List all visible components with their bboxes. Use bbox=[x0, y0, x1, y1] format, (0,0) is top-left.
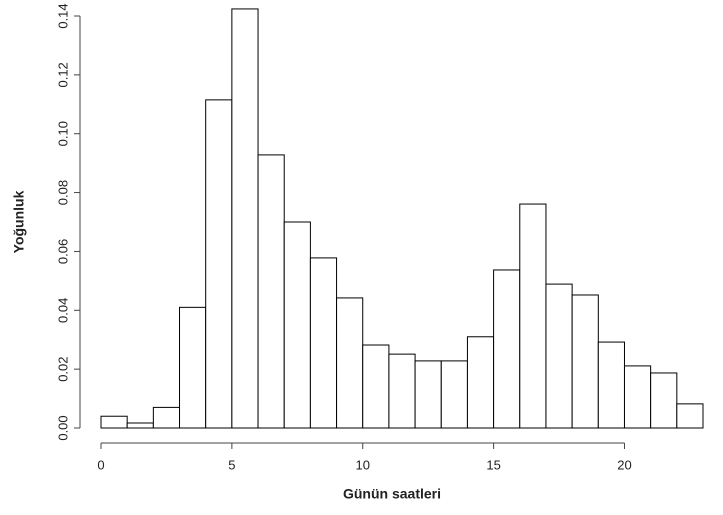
bar bbox=[440, 360, 468, 429]
bar bbox=[283, 221, 311, 429]
bar bbox=[309, 257, 338, 429]
bar bbox=[597, 341, 625, 429]
bar bbox=[257, 154, 285, 429]
bar bbox=[414, 360, 442, 429]
x-tick-label: 10 bbox=[356, 457, 370, 472]
bar bbox=[388, 353, 416, 429]
bar bbox=[362, 344, 390, 429]
y-tick-label: 0.04 bbox=[55, 298, 70, 323]
y-axis-label: Yoğunluk bbox=[11, 190, 27, 253]
y-tick-label: 0.12 bbox=[55, 62, 70, 87]
x-tick-label: 5 bbox=[228, 457, 235, 472]
bar bbox=[519, 203, 547, 429]
y-tick-label: 0.14 bbox=[55, 3, 70, 28]
x-axis-label: Günün saatleri bbox=[343, 486, 441, 502]
bar bbox=[676, 403, 704, 429]
y-tick-label: 0.06 bbox=[55, 239, 70, 264]
x-tick-label: 20 bbox=[617, 457, 631, 472]
bar bbox=[100, 415, 128, 429]
y-tick-label: 0.10 bbox=[55, 121, 70, 146]
y-tick-label: 0.08 bbox=[55, 180, 70, 205]
bar bbox=[571, 294, 599, 429]
bar bbox=[493, 269, 521, 429]
x-tick-label: 15 bbox=[486, 457, 500, 472]
bar bbox=[152, 406, 181, 429]
bar bbox=[336, 297, 364, 429]
bar bbox=[126, 422, 154, 429]
bar bbox=[231, 8, 259, 429]
y-tick-label: 0.00 bbox=[55, 415, 70, 440]
bar bbox=[545, 283, 573, 429]
y-tick-label: 0.02 bbox=[55, 356, 70, 381]
bar bbox=[179, 306, 207, 429]
bar bbox=[623, 365, 652, 429]
x-tick-label: 0 bbox=[97, 457, 104, 472]
bar bbox=[205, 99, 233, 429]
bar bbox=[650, 372, 678, 429]
bar bbox=[466, 336, 495, 429]
